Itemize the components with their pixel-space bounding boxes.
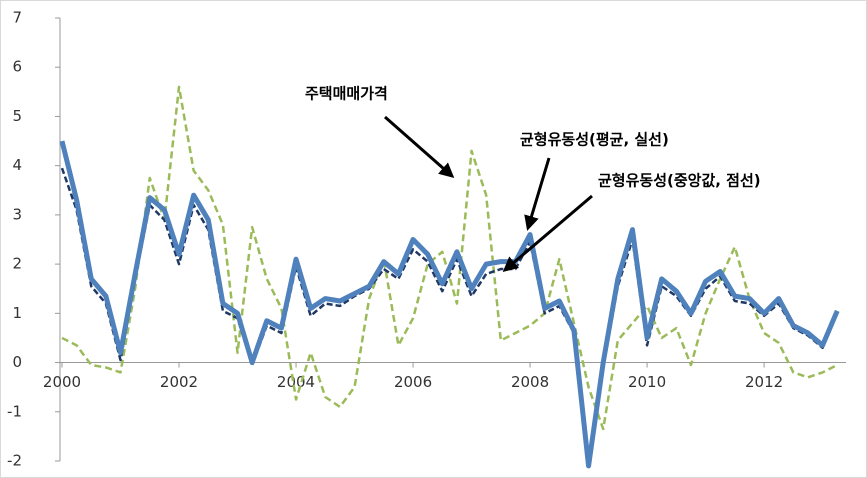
y-tick-label: 2 xyxy=(12,255,22,273)
annotation: 균형유동성(중앙값, 점선) xyxy=(598,172,761,190)
y-tick-label: -1 xyxy=(7,402,22,420)
arrow xyxy=(524,157,551,231)
x-tick-label: 2012 xyxy=(745,373,783,391)
y-tick-label: 0 xyxy=(12,353,22,371)
arrow xyxy=(384,115,455,178)
y-tick-label: 3 xyxy=(12,205,22,223)
series-line xyxy=(59,140,840,469)
series-line xyxy=(60,167,839,468)
annotation: 주택매매가격 xyxy=(305,85,388,103)
annotation: 균형유동성(평균, 실선) xyxy=(520,131,669,149)
y-tick-label: 7 xyxy=(12,9,22,27)
x-tick-label: 2006 xyxy=(394,373,432,391)
x-tick-label: 2002 xyxy=(160,373,198,391)
x-tick-label: 2008 xyxy=(511,373,549,391)
y-tick-label: 1 xyxy=(12,304,22,322)
y-tick-label: 5 xyxy=(12,107,22,125)
y-tick-label: 6 xyxy=(12,58,22,76)
x-tick-label: 2004 xyxy=(277,373,315,391)
arrow xyxy=(502,194,593,272)
x-tick-label: 2010 xyxy=(628,373,666,391)
y-tick-label: -2 xyxy=(7,452,22,470)
x-tick-label: 2000 xyxy=(43,373,81,391)
y-tick-label: 4 xyxy=(12,156,22,174)
